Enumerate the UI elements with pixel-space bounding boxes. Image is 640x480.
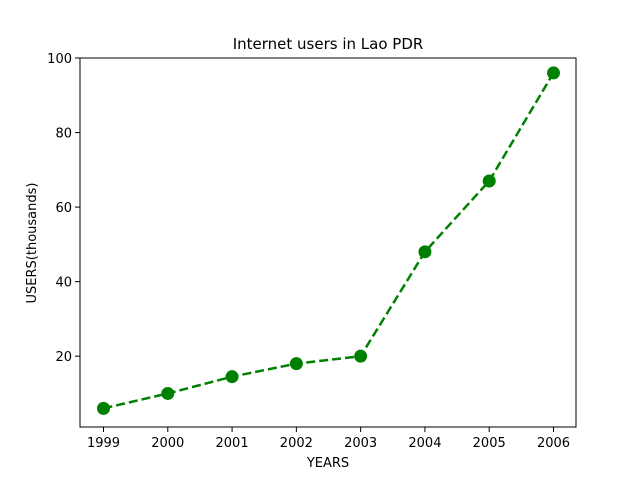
- data-point: [161, 386, 175, 400]
- data-point: [289, 357, 303, 371]
- data-point: [482, 174, 496, 188]
- data-point: [418, 245, 432, 259]
- y-tick-label: 80: [55, 127, 72, 142]
- y-tick-label: 60: [55, 201, 72, 216]
- data-point: [354, 349, 368, 363]
- x-tick-label: 2003: [344, 436, 377, 451]
- data-point: [547, 66, 560, 80]
- y-axis-label: USERS(thousands): [25, 183, 40, 304]
- plot-frame: [79, 57, 577, 428]
- x-tick-label: 2004: [408, 436, 441, 451]
- series-line: [103, 72, 555, 410]
- y-tick-label: 100: [47, 52, 72, 67]
- x-axis-label: YEARS: [306, 456, 349, 471]
- data-point: [225, 370, 239, 384]
- x-tick-label: 2000: [151, 436, 184, 451]
- x-tick-label: 2001: [216, 436, 249, 451]
- data-point: [97, 401, 110, 415]
- x-tick-label: 1999: [87, 436, 120, 451]
- x-tick-label: 2002: [280, 436, 313, 451]
- chart-title: Internet users in Lao PDR: [233, 35, 424, 53]
- x-tick-label: 2006: [537, 436, 570, 451]
- y-tick-label: 40: [55, 276, 72, 291]
- y-tick-label: 20: [55, 350, 72, 365]
- x-tick-label: 2005: [473, 436, 506, 451]
